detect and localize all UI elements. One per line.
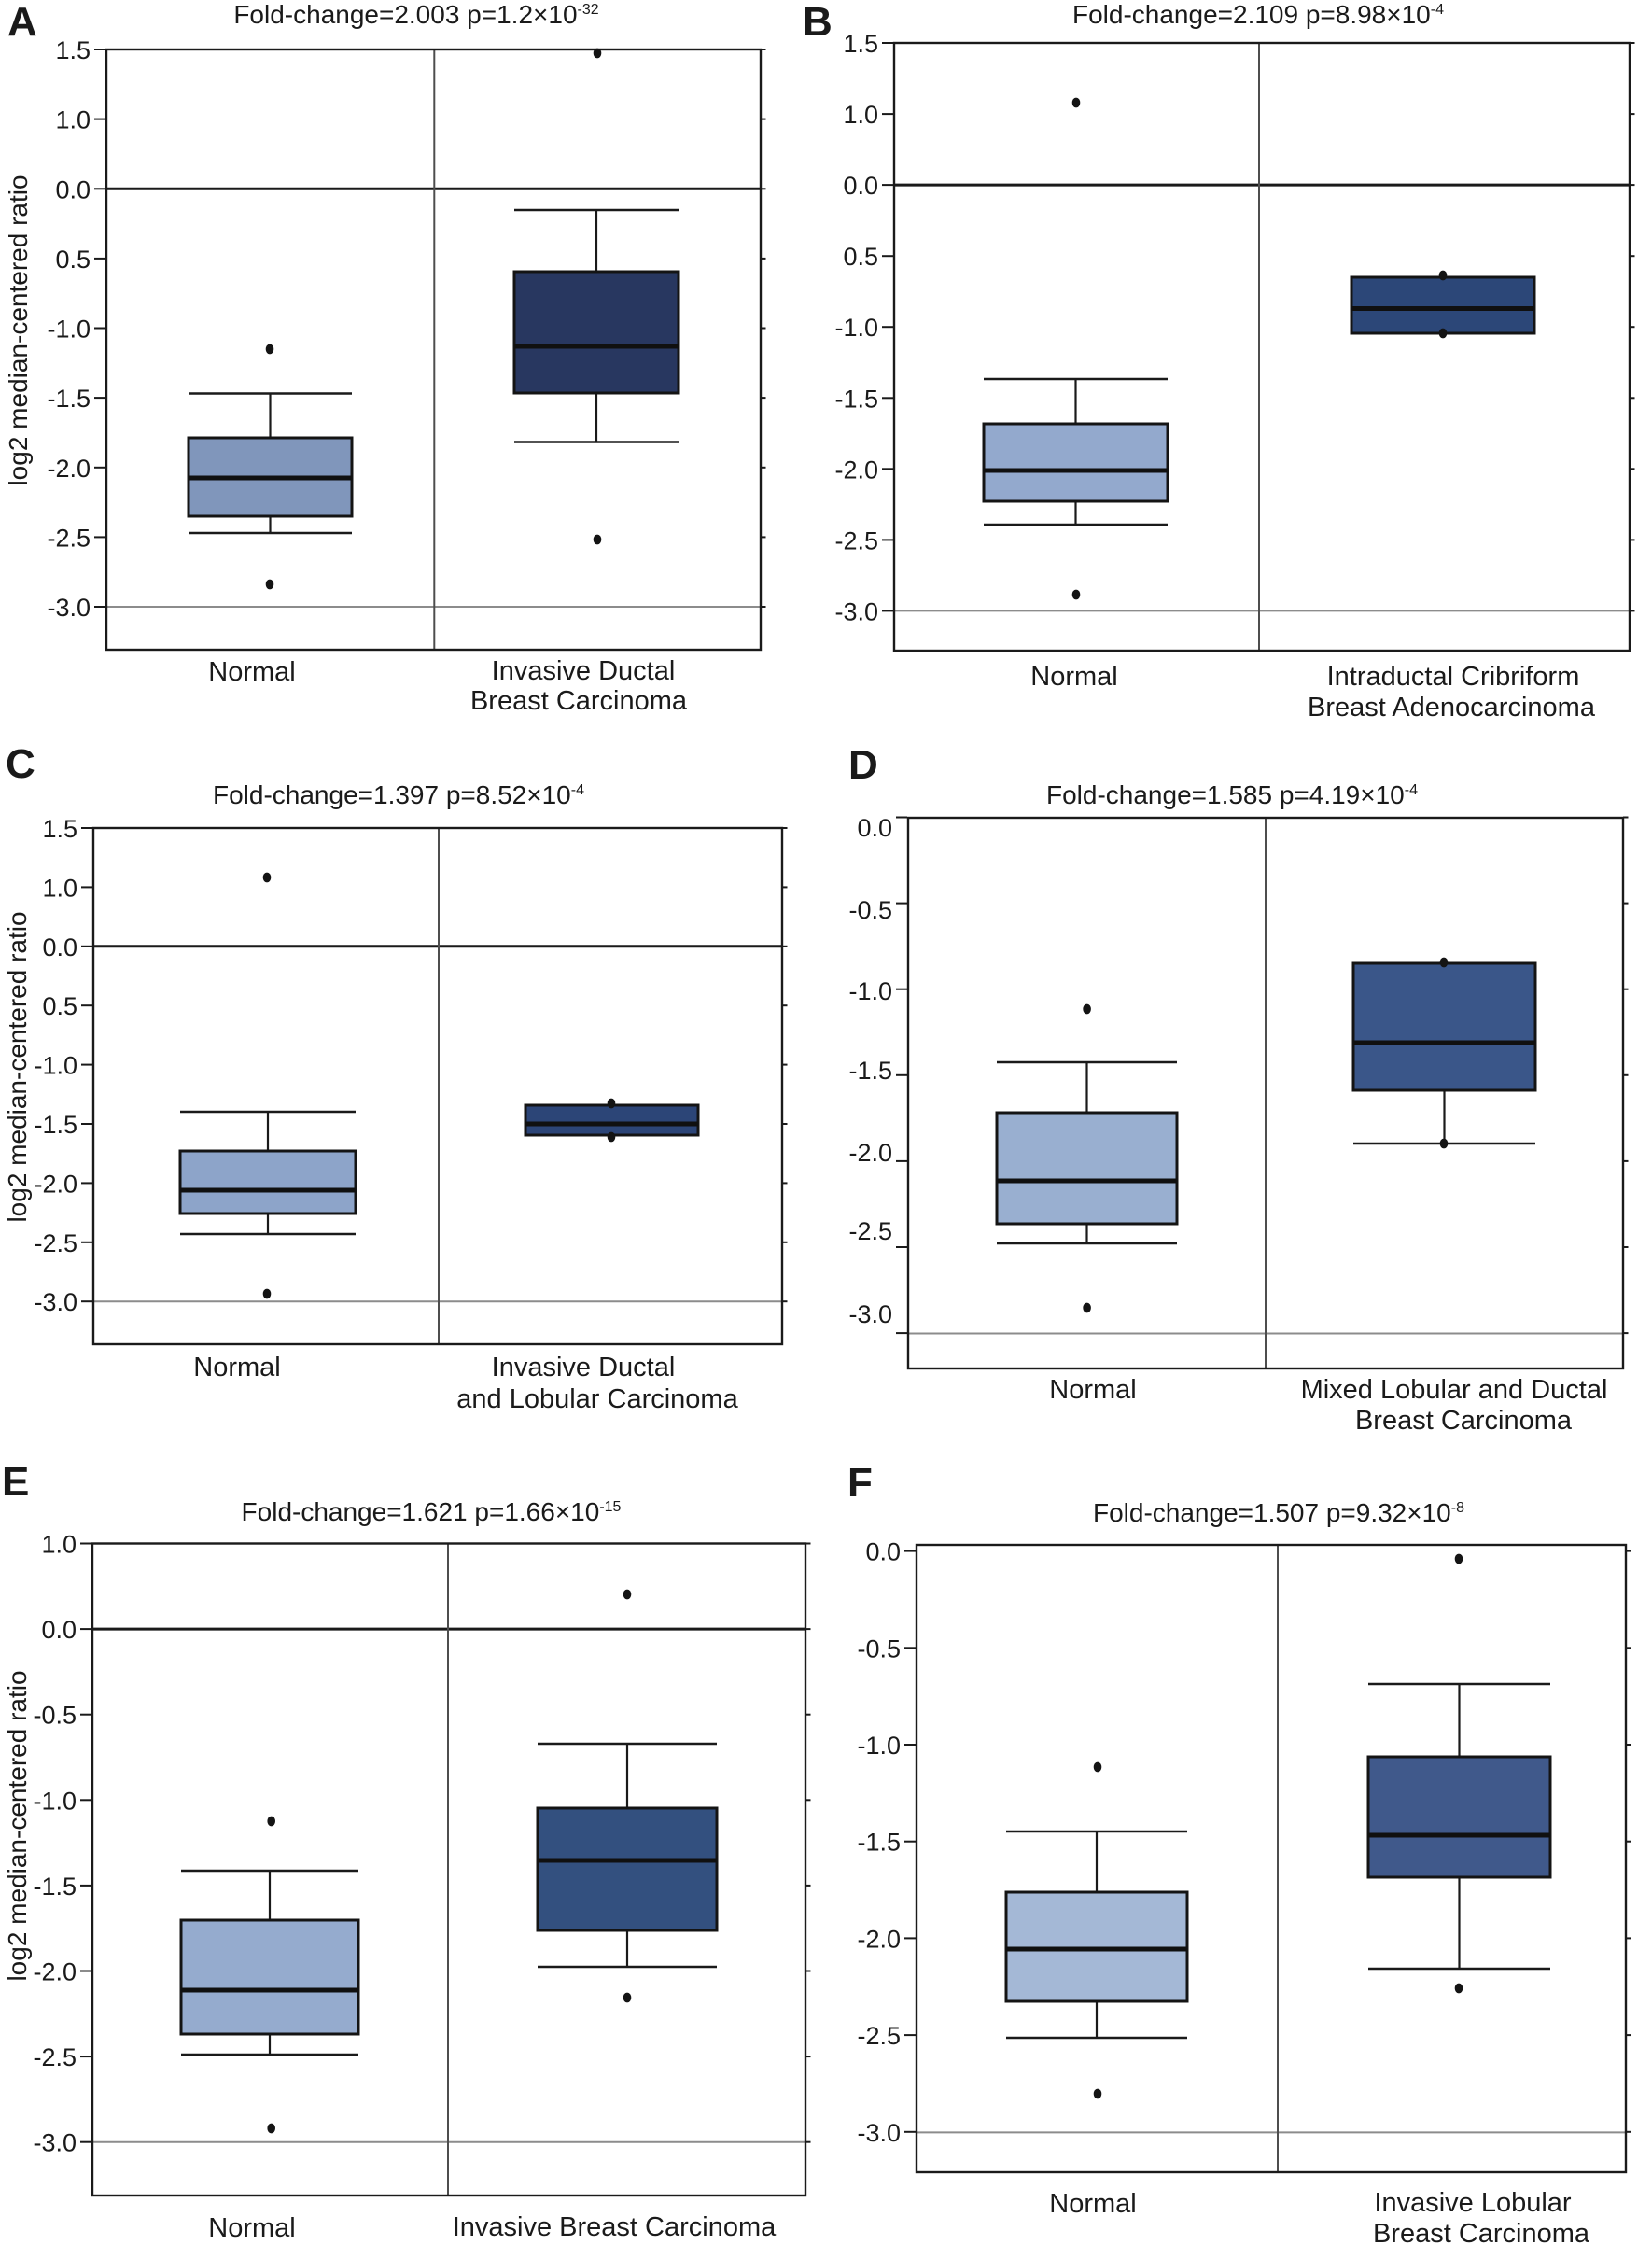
svg-text:Normal: Normal [208,2213,295,2243]
svg-text:-0.5: -0.5 [33,1702,77,1730]
svg-text:-1.5: -1.5 [857,1829,901,1857]
svg-text:Invasive Breast Carcinoma: Invasive Breast Carcinoma [453,2212,777,2242]
svg-text:-2.5: -2.5 [857,2022,901,2050]
svg-text:0.0: 0.0 [55,175,91,203]
svg-text:Normal: Normal [208,657,295,687]
svg-text:F: F [847,1460,873,1506]
svg-text:-2.5: -2.5 [848,1217,892,1245]
svg-text:1.0: 1.0 [41,1531,77,1559]
svg-text:-1.0: -1.0 [47,316,91,344]
svg-text:Breast Carcinoma: Breast Carcinoma [1355,1406,1573,1436]
svg-text:-3.0: -3.0 [34,1288,77,1316]
svg-text:Breast Adenocarcinoma: Breast Adenocarcinoma [1308,693,1596,723]
svg-text:-2.5: -2.5 [33,2043,77,2071]
svg-text:B: B [803,0,833,45]
svg-text:Invasive Lobular: Invasive Lobular [1374,2188,1572,2218]
svg-text:-1.5: -1.5 [848,1057,892,1085]
svg-text:log2 median-centered ratio: log2 median-centered ratio [3,911,32,1222]
svg-text:Mixed Lobular and Ductal: Mixed Lobular and Ductal [1301,1375,1608,1405]
svg-text:1.5: 1.5 [843,30,878,58]
svg-text:0.5: 0.5 [55,246,91,274]
svg-text:0.0: 0.0 [41,1616,77,1644]
svg-text:-0.5: -0.5 [848,896,892,924]
svg-text:Fold-change=1.507 p=9.32×10-8: Fold-change=1.507 p=9.32×10-8 [1093,1498,1464,1527]
svg-text:-2.5: -2.5 [834,526,878,554]
svg-text:1.0: 1.0 [42,874,77,902]
svg-text:-2.5: -2.5 [47,524,91,552]
svg-text:and Lobular Carcinoma: and Lobular Carcinoma [456,1384,738,1414]
svg-text:1.5: 1.5 [55,36,91,64]
svg-text:-1.0: -1.0 [34,1052,77,1080]
svg-text:-1.0: -1.0 [33,1787,77,1815]
svg-text:-3.0: -3.0 [834,597,878,625]
svg-text:1.0: 1.0 [55,106,91,134]
svg-text:0.0: 0.0 [857,814,892,842]
svg-text:Normal: Normal [1030,662,1117,692]
svg-text:Normal: Normal [1049,2189,1136,2219]
svg-text:-0.5: -0.5 [857,1635,901,1663]
svg-text:0.0: 0.0 [865,1538,901,1566]
svg-text:-2.0: -2.0 [834,456,878,484]
svg-text:Fold-change=1.397 p=8.52×10-4: Fold-change=1.397 p=8.52×10-4 [213,780,584,809]
svg-text:Fold-change=2.109 p=8.98×10-4: Fold-change=2.109 p=8.98×10-4 [1072,0,1444,29]
svg-text:0.5: 0.5 [42,992,77,1020]
svg-text:-3.0: -3.0 [857,2119,901,2147]
svg-text:-1.5: -1.5 [834,385,878,413]
svg-text:-2.0: -2.0 [47,455,91,483]
svg-text:Intraductal Cribriform: Intraductal Cribriform [1327,662,1580,692]
svg-text:A: A [7,0,37,45]
svg-text:0.0: 0.0 [843,172,878,200]
svg-text:1.5: 1.5 [42,815,77,843]
svg-text:Fold-change=1.585 p=4.19×10-4: Fold-change=1.585 p=4.19×10-4 [1046,780,1418,809]
svg-text:E: E [2,1459,29,1505]
svg-text:-1.0: -1.0 [834,314,878,342]
svg-text:1.0: 1.0 [843,101,878,129]
svg-text:Breast Carcinoma: Breast Carcinoma [1373,2219,1590,2245]
svg-text:-2.0: -2.0 [34,1170,77,1198]
svg-text:D: D [848,742,878,788]
svg-text:0.0: 0.0 [42,933,77,961]
svg-text:-2.0: -2.0 [857,1925,901,1953]
svg-text:-3.0: -3.0 [47,594,91,622]
svg-text:0.5: 0.5 [843,243,878,271]
svg-text:-1.5: -1.5 [47,385,91,413]
svg-text:-1.0: -1.0 [848,977,892,1005]
svg-text:-3.0: -3.0 [33,2129,77,2157]
svg-text:-3.0: -3.0 [848,1300,892,1328]
svg-text:Invasive Ductal: Invasive Ductal [492,1353,676,1382]
svg-text:log2 median-centered ratio: log2 median-centered ratio [4,175,33,485]
svg-text:Fold-change=2.003 p=1.2×10-32: Fold-change=2.003 p=1.2×10-32 [233,0,598,29]
svg-text:C: C [6,741,35,787]
svg-text:-1.5: -1.5 [33,1873,77,1901]
svg-text:-2.0: -2.0 [33,1958,77,1986]
svg-text:-2.5: -2.5 [34,1229,77,1257]
svg-text:-2.0: -2.0 [848,1139,892,1167]
svg-text:Breast Carcinoma: Breast Carcinoma [470,686,688,716]
svg-text:-1.5: -1.5 [34,1111,77,1139]
svg-text:Invasive Ductal: Invasive Ductal [492,656,676,686]
svg-text:Normal: Normal [193,1353,280,1382]
svg-text:Fold-change=1.621 p=1.66×10-15: Fold-change=1.621 p=1.66×10-15 [242,1497,622,1526]
svg-text:Normal: Normal [1049,1375,1136,1405]
svg-text:log2 median-centered ratio: log2 median-centered ratio [3,1670,32,1981]
svg-text:-1.0: -1.0 [857,1732,901,1760]
